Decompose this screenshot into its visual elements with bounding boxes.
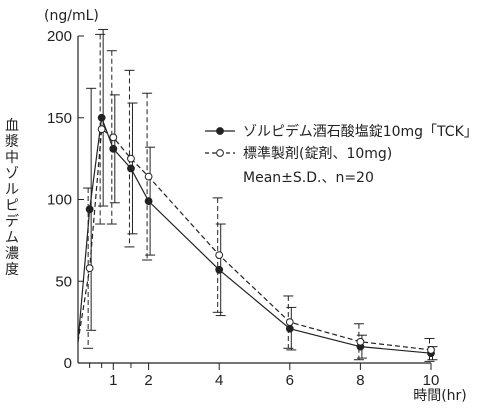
y-axis-title-char: ピ	[5, 198, 19, 214]
data-point	[215, 251, 224, 259]
y-axis-title-char: ゾ	[5, 166, 19, 182]
legend: ゾルピデム酒石酸塩錠10mg「TCK」標準製剤(錠剤、10mg) Mean±S.D…	[205, 123, 478, 186]
series-1	[77, 28, 438, 361]
x-axis-title: 時間(hr)	[413, 388, 467, 404]
data-point	[285, 324, 294, 333]
y-axis-title-char: 濃	[5, 246, 19, 262]
plot-series	[77, 28, 438, 362]
y-axis-title-char: ム	[5, 230, 19, 246]
y-axis-title-char: 度	[5, 262, 19, 278]
y-axis-title-char: デ	[5, 213, 19, 230]
legend-label: ゾルピデム酒石酸塩錠10mg「TCK」	[243, 123, 478, 140]
data-point	[97, 113, 106, 122]
y-axis-unit: (ng/mL)	[44, 8, 99, 24]
series-line	[77, 117, 432, 354]
data-point	[97, 125, 106, 134]
legend-label: 標準製剤(錠剤、10mg)	[243, 146, 392, 162]
data-point	[144, 172, 153, 181]
y-axis-title-char: 中	[5, 150, 19, 166]
data-point	[109, 133, 118, 142]
x-axis-ticks: 1 2 4 6 8 10	[89, 363, 440, 389]
y-axis-title-char: ル	[5, 182, 19, 198]
data-point	[144, 197, 153, 206]
data-point	[127, 154, 135, 163]
series-line	[77, 128, 432, 351]
x-tick-label: 2	[144, 372, 152, 389]
y-axis-title-char: 血	[5, 118, 19, 134]
legend-marker	[216, 127, 224, 135]
legend-note: Mean±S.D.、n=20	[243, 170, 374, 186]
x-tick-label: 4	[215, 372, 223, 389]
data-point	[127, 164, 135, 173]
x-tick-label: 8	[356, 372, 364, 389]
y-tick-label: 0	[64, 355, 72, 372]
y-tick-label: 200	[47, 28, 72, 45]
data-point	[427, 346, 435, 354]
legend-marker	[216, 149, 224, 157]
x-tick-label: 6	[286, 372, 294, 389]
y-tick-label: 150	[47, 110, 72, 127]
data-point	[285, 318, 294, 327]
data-point	[356, 337, 365, 346]
data-point	[215, 265, 224, 274]
y-tick-label: 100	[47, 192, 72, 209]
y-axis-ticks: 0 50 100 150 200	[47, 28, 84, 372]
data-point	[109, 144, 118, 153]
x-tick-label: 10	[423, 372, 440, 389]
y-tick-label: 50	[55, 273, 72, 290]
data-point	[85, 264, 94, 273]
x-tick-label: 1	[109, 372, 117, 389]
y-axis-title-char: 漿	[5, 134, 19, 150]
series-2	[77, 33, 435, 362]
data-point	[85, 205, 94, 214]
